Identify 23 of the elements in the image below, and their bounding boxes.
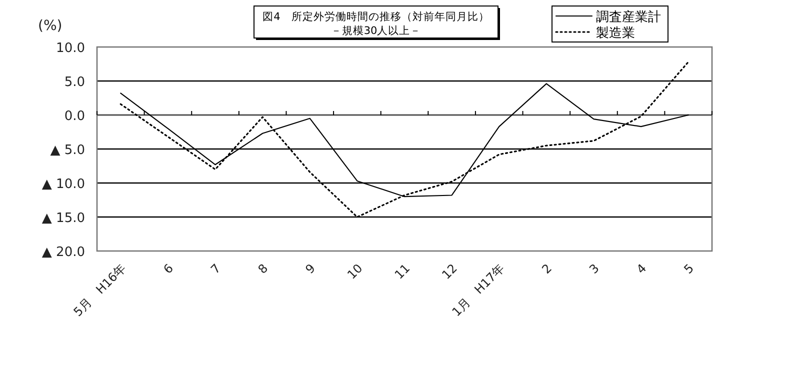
y-tick-label: 5.0	[64, 75, 85, 90]
x-tick-label: 12	[439, 261, 460, 282]
x-tick-label: 9	[302, 261, 318, 277]
legend-label: 調査産業計	[596, 9, 661, 25]
y-tick-label: 0.0	[64, 109, 85, 124]
y-tick-label: ▲ 15.0	[42, 211, 85, 226]
x-tick-label: 11	[392, 261, 413, 282]
x-tick-label: 8	[255, 261, 271, 277]
chart-title: 図4 所定外労働時間の推移（対前年同月比）	[262, 10, 490, 23]
chart-subtitle: －規模30人以上－	[330, 24, 422, 37]
legend-label: 製造業	[596, 26, 635, 41]
y-axis-title: (%)	[38, 18, 62, 34]
x-tick-label: 6	[160, 261, 176, 277]
x-tick-label: 4	[634, 261, 650, 277]
y-tick-label: ▲ 20.0	[42, 245, 85, 260]
x-tick-label: 3	[586, 261, 602, 277]
y-tick-label: 10.0	[56, 41, 85, 56]
x-tick-label: 10	[344, 261, 366, 282]
x-tick-label: 7	[208, 261, 224, 277]
x-tick-label: 5	[681, 261, 696, 277]
y-tick-label: ▲ 5.0	[50, 143, 85, 158]
y-tick-label: ▲ 10.0	[42, 177, 85, 192]
x-tick-label: 2	[539, 261, 555, 277]
